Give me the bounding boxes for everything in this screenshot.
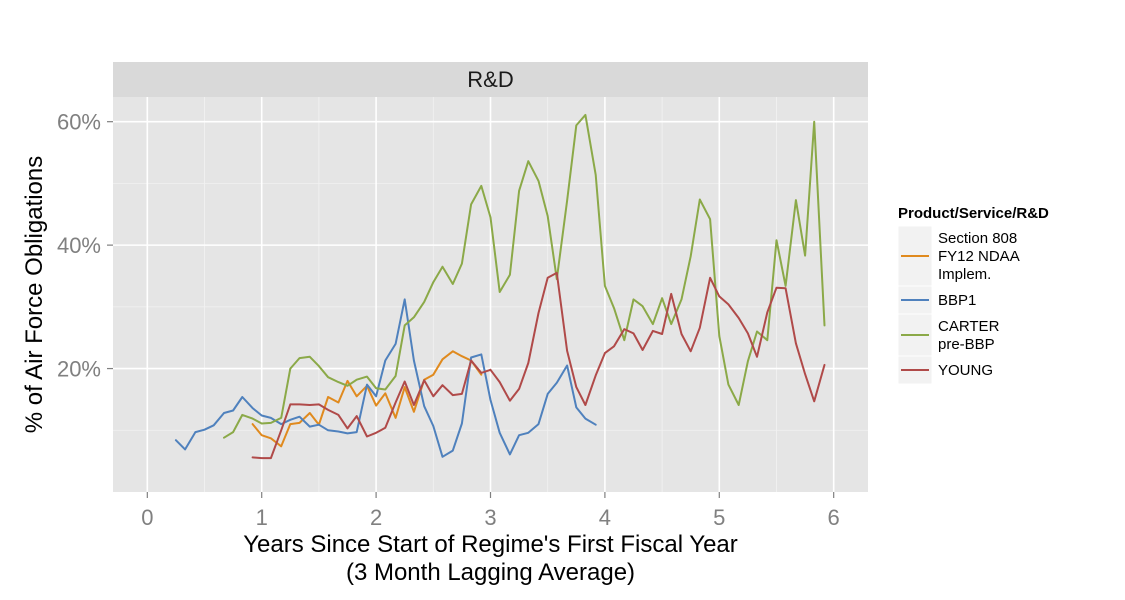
x-axis-title-line-2: (3 Month Lagging Average) <box>346 559 635 586</box>
series-line-young <box>251 271 826 460</box>
legend-label: BBP1 <box>938 292 976 309</box>
legend-label: FY12 NDAA <box>938 248 1020 265</box>
legend-label: pre-BBP <box>938 336 995 353</box>
facet-strip <box>113 62 868 97</box>
legend-label: CARTER <box>938 318 1000 335</box>
series-lines <box>174 113 826 460</box>
legend-title: Product/Service/R&D <box>898 205 1049 222</box>
y-tick-label: 20% <box>57 357 101 382</box>
x-tick-label: 4 <box>599 505 611 530</box>
y-tick-label: 60% <box>57 110 101 135</box>
series-line-carter <box>223 113 826 439</box>
x-tick-label: 1 <box>256 505 268 530</box>
x-tick-label: 5 <box>713 505 725 530</box>
legend-label: YOUNG <box>938 362 993 379</box>
x-tick-label: 6 <box>828 505 840 530</box>
x-axis: 0 1 2 3 4 5 6 <box>141 492 840 530</box>
x-tick-label: 3 <box>484 505 496 530</box>
y-axis-title: % of Air Force Obligations <box>21 156 48 433</box>
y-axis: 20% 40% 60% <box>57 110 113 382</box>
x-tick-label: 0 <box>141 505 153 530</box>
legend-label: Implem. <box>938 266 991 283</box>
x-tick-label: 2 <box>370 505 382 530</box>
series-line-bbp1 <box>174 298 597 458</box>
facet-title: R&D <box>467 67 513 92</box>
x-axis-title-line-1: Years Since Start of Regime's First Fisc… <box>243 531 738 558</box>
legend-label: Section 808 <box>938 230 1017 247</box>
major-gridlines <box>113 97 868 492</box>
y-tick-label: 40% <box>57 233 101 258</box>
